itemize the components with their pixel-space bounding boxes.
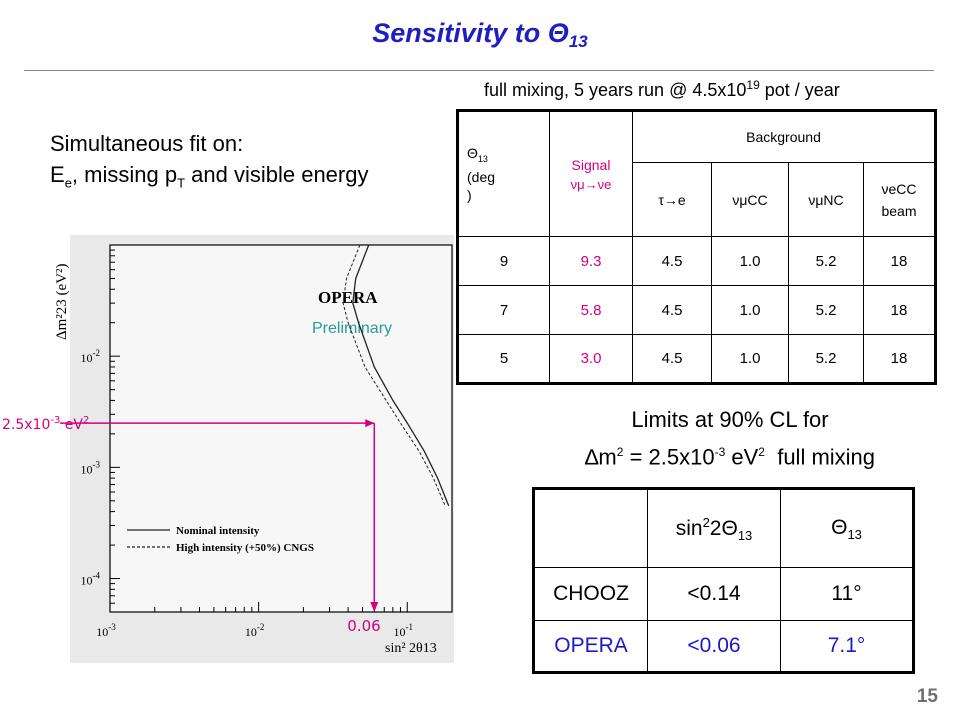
legend-label: High intensity (+50%) CNGS bbox=[176, 542, 314, 554]
numu-cc-cell: 1.0 bbox=[711, 285, 789, 335]
table-row: 9 9.3 4.5 1.0 5.2 18 bbox=[457, 236, 936, 286]
theta-cell: 5 bbox=[457, 334, 550, 384]
plot-axes: 10-3 10-2 10-1 10-2 10-3 10-4 sin² 2θ13 Δm²23 (… bbox=[54, 244, 453, 656]
nue-cc-beam-cell: 18 bbox=[863, 236, 936, 286]
nue-cc-beam-cell: 18 bbox=[863, 285, 936, 335]
table-row: 5 3.0 4.5 1.0 5.2 18 bbox=[457, 334, 936, 384]
numu-cc-cell: 1.0 bbox=[711, 236, 789, 286]
nue-cc-beam-cell: 18 bbox=[863, 334, 936, 384]
sin2-arrow-head bbox=[370, 602, 379, 612]
signal-cell: 9.3 bbox=[549, 236, 633, 286]
limits-line-2: ∆m2 = 2.5x10-3 eV2 full mixing bbox=[584, 444, 876, 470]
y-tick-label: 10-2 bbox=[81, 348, 101, 365]
theta-limit-cell: 7.1° bbox=[780, 619, 914, 674]
dm2-annotation: 2.5x10-3 eV2 bbox=[2, 415, 89, 433]
theta-cell: 9 bbox=[457, 236, 550, 286]
signal-cell: 3.0 bbox=[549, 334, 633, 384]
bg-col-numu-cc: νμCC bbox=[711, 162, 789, 237]
preliminary-label: Preliminary bbox=[312, 320, 392, 337]
event-count-table: Θ13 (deg ) Signal νμ→νe Background τ→e ν… bbox=[456, 109, 937, 385]
table-row: CHOOZ <0.14 11° bbox=[533, 567, 914, 621]
y-tick-label: 10-4 bbox=[81, 571, 101, 588]
limits-header-empty bbox=[533, 487, 648, 569]
plot-annotations: 2.5x10-3 eV2 0.06 bbox=[2, 415, 381, 635]
tau-e-cell: 4.5 bbox=[632, 285, 712, 335]
bg-col-nue-cc-beam: νeCC beam bbox=[863, 162, 936, 237]
plot-frame bbox=[109, 244, 453, 613]
dm2-arrow-head bbox=[365, 419, 375, 428]
title-divider bbox=[24, 70, 934, 71]
theta-header: Θ13 (deg ) bbox=[457, 110, 550, 237]
limits-heading: Limits at 90% CL for ∆m2 = 2.5x10-3 eV2 … bbox=[535, 404, 925, 473]
theta-cell: 7 bbox=[457, 285, 550, 335]
x-axis-title: sin² 2θ13 bbox=[385, 641, 437, 656]
slide-title: Sensitivity to Θ13 bbox=[372, 18, 588, 51]
plot-curves: Nominal intensity High intensity (+50%) C… bbox=[127, 244, 450, 554]
sensitivity-plot: 10-3 10-2 10-1 10-2 10-3 10-4 sin² 2θ13 Δm²23 (… bbox=[2, 235, 454, 663]
sin2-annotation: 0.06 bbox=[347, 617, 380, 635]
run-conditions-caption: full mixing, 5 years run @ 4.5x1019 pot … bbox=[484, 78, 840, 100]
limits-line-1: Limits at 90% CL for bbox=[631, 407, 829, 432]
sin2-cell: <0.06 bbox=[647, 619, 781, 674]
numu-nc-cell: 5.2 bbox=[788, 236, 864, 286]
sensitivity-curve-nominal bbox=[352, 244, 450, 507]
limits-table: sin22Θ13 Θ13 CHOOZ <0.14 11° OPERA <0.06… bbox=[532, 487, 915, 674]
numu-cc-cell: 1.0 bbox=[711, 334, 789, 384]
x-tick-label: 10-1 bbox=[394, 622, 414, 639]
sin2-cell: <0.14 bbox=[647, 567, 781, 621]
table-row: 7 5.8 4.5 1.0 5.2 18 bbox=[457, 285, 936, 335]
y-tick-label: 10-3 bbox=[81, 459, 101, 476]
theta-limit-cell: 11° bbox=[780, 567, 914, 621]
limits-header-sin2: sin22Θ13 bbox=[647, 487, 781, 569]
page-number: 15 bbox=[916, 686, 938, 707]
fit-line-1: Simultaneous fit on: bbox=[50, 131, 244, 156]
experiment-cell: OPERA bbox=[533, 619, 648, 674]
y-axis-title: Δm²23 (eV²) bbox=[54, 263, 70, 340]
numu-nc-cell: 5.2 bbox=[788, 285, 864, 335]
background-header: Background bbox=[632, 110, 936, 163]
fit-line-2: Ee, missing pT and visible energy bbox=[50, 162, 369, 191]
tau-e-cell: 4.5 bbox=[632, 334, 712, 384]
tau-e-cell: 4.5 bbox=[632, 236, 712, 286]
experiment-cell: CHOOZ bbox=[533, 567, 648, 621]
table-row: OPERA <0.06 7.1° bbox=[533, 619, 914, 674]
legend-label: Nominal intensity bbox=[176, 525, 260, 537]
fit-description: Simultaneous fit on: Ee, missing pT and … bbox=[50, 128, 368, 198]
numu-nc-cell: 5.2 bbox=[788, 334, 864, 384]
signal-header: Signal νμ→νe bbox=[549, 110, 633, 237]
experiment-label: OPERA bbox=[318, 288, 378, 307]
bg-col-numu-nc: νμNC bbox=[788, 162, 864, 237]
x-tick-label: 10-3 bbox=[96, 622, 116, 639]
x-tick-label: 10-2 bbox=[245, 622, 265, 639]
signal-cell: 5.8 bbox=[549, 285, 633, 335]
limits-header-theta: Θ13 bbox=[780, 487, 914, 569]
bg-col-tau-e: τ→e bbox=[632, 162, 712, 237]
